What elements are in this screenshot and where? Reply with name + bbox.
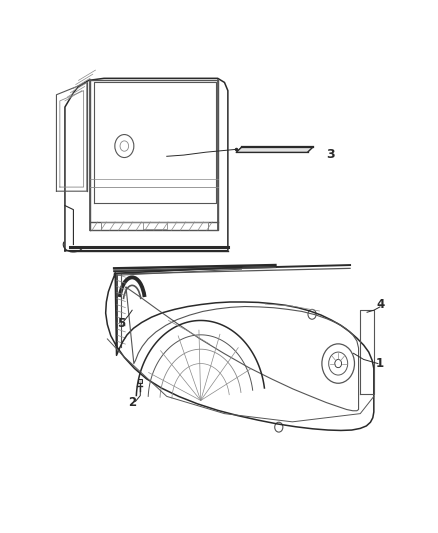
Polygon shape [237, 147, 313, 152]
Text: 4: 4 [377, 297, 385, 311]
FancyBboxPatch shape [138, 379, 141, 383]
Text: 3: 3 [326, 148, 335, 161]
Text: 5: 5 [117, 317, 125, 330]
Text: 2: 2 [128, 396, 136, 409]
Text: 1: 1 [376, 357, 384, 370]
